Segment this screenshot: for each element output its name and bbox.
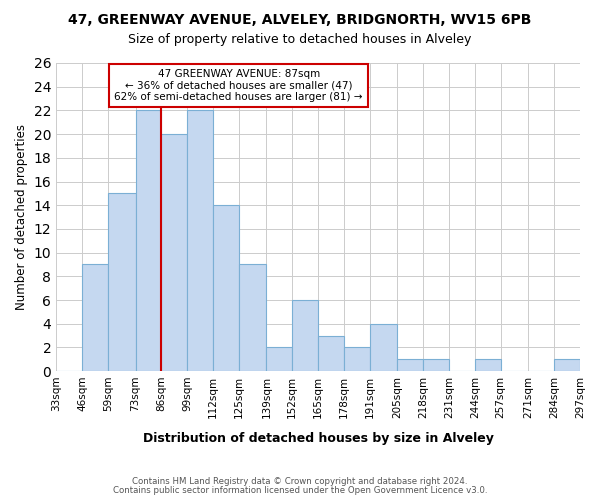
Bar (136, 110, 161, 371)
Bar (344, 348, 370, 371)
Bar (475, 360, 500, 371)
Bar (239, 264, 266, 371)
Bar (397, 360, 423, 371)
Bar (266, 348, 292, 371)
Text: Contains HM Land Registry data © Crown copyright and database right 2024.: Contains HM Land Registry data © Crown c… (132, 477, 468, 486)
Bar (292, 300, 318, 371)
Bar (554, 360, 580, 371)
Bar (423, 360, 449, 371)
Y-axis label: Number of detached properties: Number of detached properties (15, 124, 28, 310)
Text: 47, GREENWAY AVENUE, ALVELEY, BRIDGNORTH, WV15 6PB: 47, GREENWAY AVENUE, ALVELEY, BRIDGNORTH… (68, 12, 532, 26)
Text: Contains public sector information licensed under the Open Government Licence v3: Contains public sector information licen… (113, 486, 487, 495)
Bar (370, 324, 397, 371)
Bar (318, 336, 344, 371)
Bar (187, 110, 213, 371)
X-axis label: Distribution of detached houses by size in Alveley: Distribution of detached houses by size … (143, 432, 494, 445)
Bar (213, 205, 239, 371)
Bar (161, 134, 187, 371)
Text: Size of property relative to detached houses in Alveley: Size of property relative to detached ho… (128, 32, 472, 46)
Text: 47 GREENWAY AVENUE: 87sqm
← 36% of detached houses are smaller (47)
62% of semi-: 47 GREENWAY AVENUE: 87sqm ← 36% of detac… (115, 69, 363, 102)
Bar (82, 264, 108, 371)
Bar (108, 194, 136, 371)
